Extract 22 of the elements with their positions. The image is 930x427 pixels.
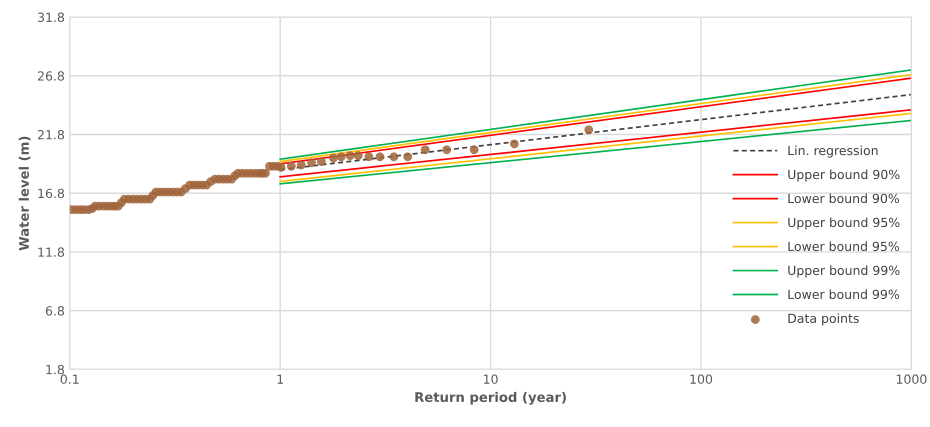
y-tick-label: 1.8 (46, 364, 64, 374)
legend-label: Lower bound 99% (788, 289, 900, 300)
x-tick-label: 10 (484, 374, 498, 384)
y-tick-label: 31.8 (38, 12, 64, 22)
legend-label: Lin. regression (788, 146, 878, 158)
legend-label: Upper bound 90% (788, 170, 900, 182)
x-tick-label: 1000 (896, 374, 926, 384)
legend-label: Lower bound 90% (788, 193, 900, 204)
y-tick-label: 26.8 (38, 71, 64, 81)
y-tick-label: 11.8 (38, 247, 64, 257)
x-tick-label: 1 (278, 374, 283, 384)
y-axis-title: Water level (m) (18, 136, 30, 250)
legend-label: Lower bound 95% (788, 241, 900, 252)
legend-label: Upper bound 99% (788, 265, 900, 278)
x-axis-title: Return period (year) (415, 392, 566, 405)
legend-label: Data points (788, 313, 859, 326)
y-tick-label: 6.8 (46, 306, 64, 316)
y-tick-label: 16.8 (38, 188, 64, 198)
y-tick-label: 21.8 (38, 130, 64, 140)
x-tick-label: 100 (690, 374, 712, 384)
legend-label: Upper bound 95% (788, 217, 900, 230)
x-tick-label: 0.1 (60, 374, 79, 384)
